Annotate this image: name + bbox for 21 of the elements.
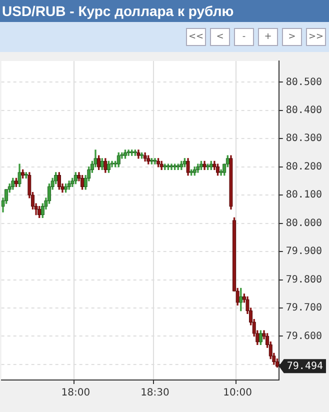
y-tick-label: 80.200 (286, 161, 322, 172)
text: > (282, 28, 302, 46)
x-tick-label: 18:00 (61, 388, 90, 399)
y-tick-label: 79.600 (286, 330, 322, 342)
text: << (186, 28, 206, 46)
x-tick-label: 10:00 (223, 388, 252, 399)
y-tick-label: 79.900 (286, 246, 322, 258)
text: >> (306, 28, 326, 46)
text: - (234, 28, 254, 46)
y-tick-label: 79.700 (286, 302, 322, 314)
y-tick-label: 80.000 (286, 218, 322, 229)
text: 79.494 (286, 360, 323, 372)
chart-title: USD/RUB - Курс доллара к рублю (0, 0, 329, 22)
text: < (210, 28, 230, 46)
y-tick-label: 80.300 (286, 133, 322, 144)
text: + (258, 28, 278, 46)
y-tick-label: 80.500 (286, 76, 322, 88)
x-tick-label: 18:30 (140, 388, 170, 399)
y-tick-label: 80.100 (286, 190, 322, 201)
y-tick-label: 79.800 (286, 274, 322, 286)
y-tick-label: 80.400 (286, 104, 322, 116)
